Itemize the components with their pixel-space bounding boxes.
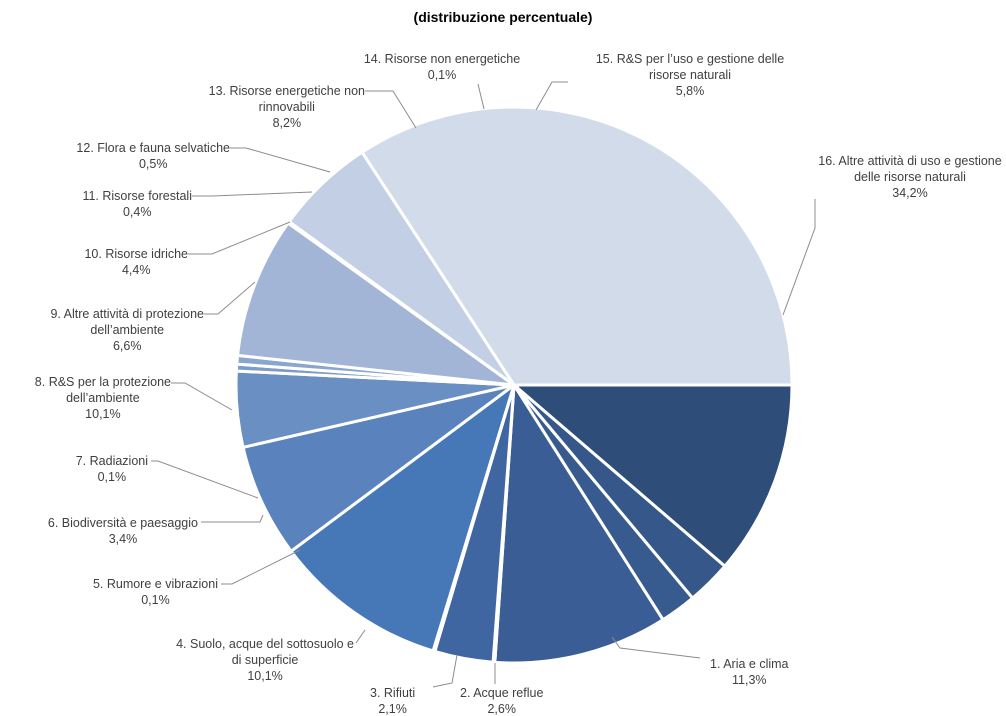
pie-slice xyxy=(509,383,794,569)
slice-label: 8. R&S per la protezione dell’ambiente 10,… xyxy=(35,375,171,421)
slice-label: 13. Risorse energetiche non rinnovabili 8,… xyxy=(209,84,365,130)
slice-label: 1. Aria e clima 11,3% xyxy=(710,657,789,687)
slice-value-label: 34,2% xyxy=(892,186,927,200)
slice-value-label: 4,4% xyxy=(122,263,151,277)
slice-name-label: 9. Altre attività di protezione xyxy=(50,307,204,321)
slice-label: 5. Rumore e vibrazioni 0,1% xyxy=(93,577,218,607)
slice-name-label: risorse naturali xyxy=(649,68,731,82)
slice-value-label: 0,4% xyxy=(123,205,152,219)
chart-title: (distribuzione percentuale) xyxy=(414,9,593,25)
slice-name-label: 13. Risorse energetiche non xyxy=(209,84,365,98)
slice-label: 3. Rifiuti 2,1% xyxy=(370,686,415,716)
slice-label: 9. Altre attività di protezione dell’ambi… xyxy=(50,307,204,353)
slice-value-label: 10,1% xyxy=(85,407,120,421)
slice-value-label: 10,1% xyxy=(247,669,282,683)
slice-name-label: 11. Risorse forestali xyxy=(82,189,192,203)
slice-name-label: 14. Risorse non energetiche xyxy=(364,52,520,66)
slice-value-label: 2,6% xyxy=(487,702,516,716)
slice-name-label: 8. R&S per la protezione xyxy=(35,375,171,389)
pie-slice xyxy=(235,220,520,388)
slice-name-label: di superficie xyxy=(232,653,299,667)
slice-value-label: 0,1% xyxy=(98,470,127,484)
slice-name-label: 6. Biodiversità e paesaggio xyxy=(48,516,198,530)
slice-value-label: 3,4% xyxy=(109,532,138,546)
slice-label: 2. Acque reflue 2,6% xyxy=(460,686,543,716)
leader-line xyxy=(171,382,233,411)
leader-line xyxy=(432,654,458,688)
slice-labels: 1. Aria e clima 11,3% 2. Acque reflue 2,6% 3… xyxy=(35,52,1002,716)
pie-slice xyxy=(241,383,515,554)
slice-value-label: 0,1% xyxy=(141,593,170,607)
slice-name-label: 1. Aria e clima xyxy=(710,657,789,671)
slice-value-label: 5,8% xyxy=(676,84,705,98)
leader-line xyxy=(151,460,259,499)
slice-label: 6. Biodiversità e paesaggio 3,4% xyxy=(48,516,198,546)
leader-line xyxy=(365,90,417,129)
slice-name-label: dell’ambiente xyxy=(90,323,164,337)
slice-name-label: 7. Radiazioni xyxy=(76,454,148,468)
slice-name-label: 3. Rifiuti xyxy=(370,686,415,700)
leader-line xyxy=(611,636,701,659)
slice-name-label: rinnovabili xyxy=(259,100,315,114)
leader-line xyxy=(221,549,301,585)
slice-name-label: 2. Acque reflue xyxy=(460,686,543,700)
leader-line xyxy=(355,629,366,644)
slice-label: 11. Risorse forestali 0,4% xyxy=(82,189,192,219)
leader-lines xyxy=(151,81,816,688)
slice-label: 7. Radiazioni 0,1% xyxy=(76,454,148,484)
slice-value-label: 0,5% xyxy=(139,157,168,171)
slice-label: 16. Altre attività di uso e gestione dell… xyxy=(818,154,1001,200)
slice-name-label: 12. Flora e fauna selvatiche xyxy=(76,141,230,155)
pie-slice xyxy=(493,380,666,665)
slice-value-label: 11,3% xyxy=(732,673,767,687)
slice-name-label: 5. Rumore e vibrazioni xyxy=(93,577,218,591)
leader-line xyxy=(230,147,331,173)
leader-line xyxy=(477,83,485,110)
pie-slice xyxy=(360,105,794,387)
slice-value-label: 2,1% xyxy=(378,702,407,716)
leader-line xyxy=(535,81,568,111)
leader-line xyxy=(192,191,313,197)
slice-name-label: 16. Altre attività di uso e gestione xyxy=(818,154,1001,168)
leader-line xyxy=(201,514,264,523)
slice-value-label: 0,1% xyxy=(428,68,457,82)
slice-name-label: 10. Risorse idriche xyxy=(84,247,188,261)
slice-name-label: delle risorse naturali xyxy=(854,170,966,184)
slice-label: 10. Risorse idriche 4,4% xyxy=(84,247,188,277)
pie-slice xyxy=(289,381,517,653)
pie-slices xyxy=(234,105,794,665)
slice-label: 12. Flora e fauna selvatiche 0,5% xyxy=(76,141,230,171)
slice-value-label: 8,2% xyxy=(273,116,302,130)
slice-value-label: 6,6% xyxy=(113,339,142,353)
slice-name-label: 4. Suolo, acque del sottosuolo e xyxy=(176,637,354,651)
slice-label: 15. R&S per l’uso e gestione delle risors… xyxy=(596,52,784,98)
leader-line xyxy=(782,199,816,316)
leader-line xyxy=(204,281,256,315)
slice-name-label: 15. R&S per l’uso e gestione delle xyxy=(596,52,784,66)
slice-label: 14. Risorse non energetiche 0,1% xyxy=(364,52,520,82)
slice-name-label: dell’ambiente xyxy=(66,391,140,405)
slice-label: 4. Suolo, acque del sottosuolo e di super… xyxy=(176,637,354,683)
leader-line xyxy=(188,221,291,255)
